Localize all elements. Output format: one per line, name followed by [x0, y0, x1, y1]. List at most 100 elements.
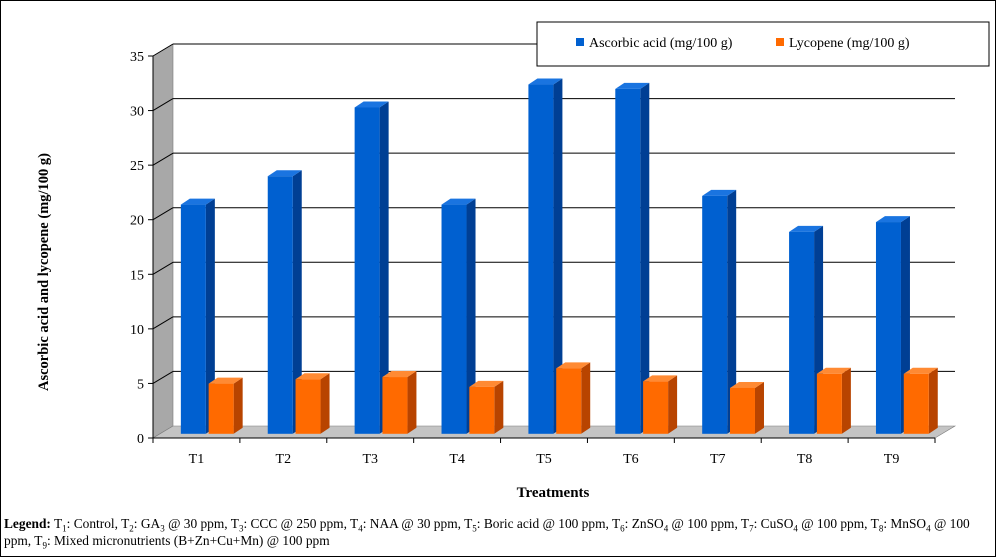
gridline-wall	[152, 261, 174, 275]
bar-chart: 0 5 10 15 20 25 30 35 T1 T2 T3 T4 T5 T6 T7 T8 T9 Ascorb…	[36, 21, 990, 501]
y-tick-label: 15	[130, 268, 144, 283]
bar-side	[668, 375, 678, 434]
bar-front	[615, 88, 641, 434]
x-tick-label: T7	[710, 452, 726, 467]
bar-top	[702, 189, 737, 196]
x-tick-label: T6	[623, 452, 639, 467]
bar-top	[295, 373, 330, 380]
caption-subscript: 4	[926, 523, 931, 534]
caption-subscript: 3	[238, 523, 244, 534]
bar-ascorbic-acid	[441, 198, 476, 434]
bar-top	[556, 362, 591, 369]
bar-side	[754, 381, 764, 434]
x-axis: T1 T2 T3 T4 T5 T6 T7 T8 T9	[152, 437, 936, 467]
bar-ascorbic-acid	[615, 82, 650, 434]
bar-ascorbic-acid	[528, 78, 563, 434]
bar-side	[581, 362, 591, 434]
bar-top	[208, 377, 243, 384]
bar-top	[180, 198, 215, 205]
y-tick-label: 25	[130, 159, 144, 174]
bar-front	[702, 195, 728, 434]
x-axis-label: Treatments	[517, 485, 590, 501]
bar-front	[729, 387, 755, 434]
bar-side	[466, 198, 476, 434]
x-tick-label: T4	[449, 452, 465, 467]
caption-subscript: 4	[793, 523, 798, 534]
bar-lycopene	[643, 375, 678, 434]
bar-front	[469, 386, 495, 434]
y-tick-label: 10	[130, 323, 144, 338]
y-tick-label: 30	[130, 105, 144, 120]
bar-top	[354, 101, 389, 108]
gridline-wall	[152, 316, 174, 330]
bar-top	[643, 375, 678, 382]
figure-caption: Legend: T1: Control, T2: GA3 @ 30 ppm, T…	[4, 515, 990, 551]
gridline-wall	[152, 43, 174, 57]
legend: Ascorbic acid (mg/100 g) Lycopene (mg/100…	[536, 21, 990, 67]
legend-entry: Ascorbic acid (mg/100 g)	[589, 36, 733, 51]
side-wall	[152, 43, 174, 439]
x-tick-label: T2	[276, 452, 292, 467]
bar-side	[205, 198, 215, 434]
bar-side	[292, 170, 302, 434]
bars	[180, 78, 938, 434]
caption-subscript: 3	[160, 523, 165, 534]
caption-subscript: 1	[62, 523, 67, 534]
bar-top	[903, 367, 938, 374]
bar-top	[816, 367, 851, 374]
bar-ascorbic-acid	[354, 101, 389, 434]
caption-subscript: 4	[358, 523, 363, 534]
bar-ascorbic-acid	[267, 170, 302, 434]
bar-front	[208, 383, 234, 434]
bar-front	[528, 84, 554, 434]
bar-side	[727, 189, 737, 434]
bar-top	[729, 381, 764, 388]
bar-front	[441, 204, 467, 434]
y-tick-label: 5	[137, 377, 144, 392]
bar-front	[643, 381, 669, 434]
bar-front	[180, 204, 206, 434]
bar-front	[354, 107, 380, 434]
bar-top	[615, 82, 650, 89]
bar-front	[556, 368, 582, 434]
caption-subscript: 9	[42, 540, 47, 551]
bar-side	[320, 373, 330, 434]
legend-swatch	[776, 38, 784, 46]
legend-box	[536, 21, 990, 67]
x-tick-label: T8	[797, 452, 813, 467]
bar-front	[295, 379, 321, 434]
x-tick-label: T9	[884, 452, 900, 467]
bar-lycopene	[556, 362, 591, 434]
caption-subscript: 4	[663, 523, 669, 534]
gridline-wall	[152, 98, 174, 112]
bar-lycopene	[469, 380, 504, 434]
caption-text: T1: Control, T2: GA3 @ 30 ppm, T3: CCC @…	[4, 516, 970, 551]
grid-lines	[152, 43, 955, 384]
y-tick-label: 0	[137, 432, 144, 447]
gridline-wall	[152, 207, 174, 221]
caption-subscript: 7	[749, 523, 754, 534]
y-tick-label: 20	[130, 214, 144, 229]
y-axis-label: Ascorbic acid and lycopene (mg/100 g)	[36, 153, 52, 391]
bar-top	[382, 371, 417, 378]
bar-top	[267, 170, 302, 177]
gridline-wall	[152, 370, 174, 384]
bar-side	[640, 82, 650, 434]
bar-lycopene	[208, 377, 243, 434]
bar-top	[789, 225, 824, 232]
bar-lycopene	[382, 371, 417, 434]
bar-front	[789, 231, 815, 434]
bar-front	[382, 377, 408, 434]
bar-side	[233, 377, 243, 434]
gridline-wall	[152, 152, 174, 166]
x-tick-label: T1	[189, 452, 205, 467]
bar-front	[816, 373, 842, 434]
bar-side	[379, 101, 389, 434]
caption-subscript: 8	[878, 523, 884, 534]
caption-subscript: 6	[620, 523, 625, 534]
y-tick-label: 35	[130, 50, 144, 65]
caption-label: Legend:	[4, 516, 51, 531]
bar-side	[407, 371, 417, 434]
bar-top	[875, 216, 910, 223]
bar-side	[494, 380, 504, 434]
